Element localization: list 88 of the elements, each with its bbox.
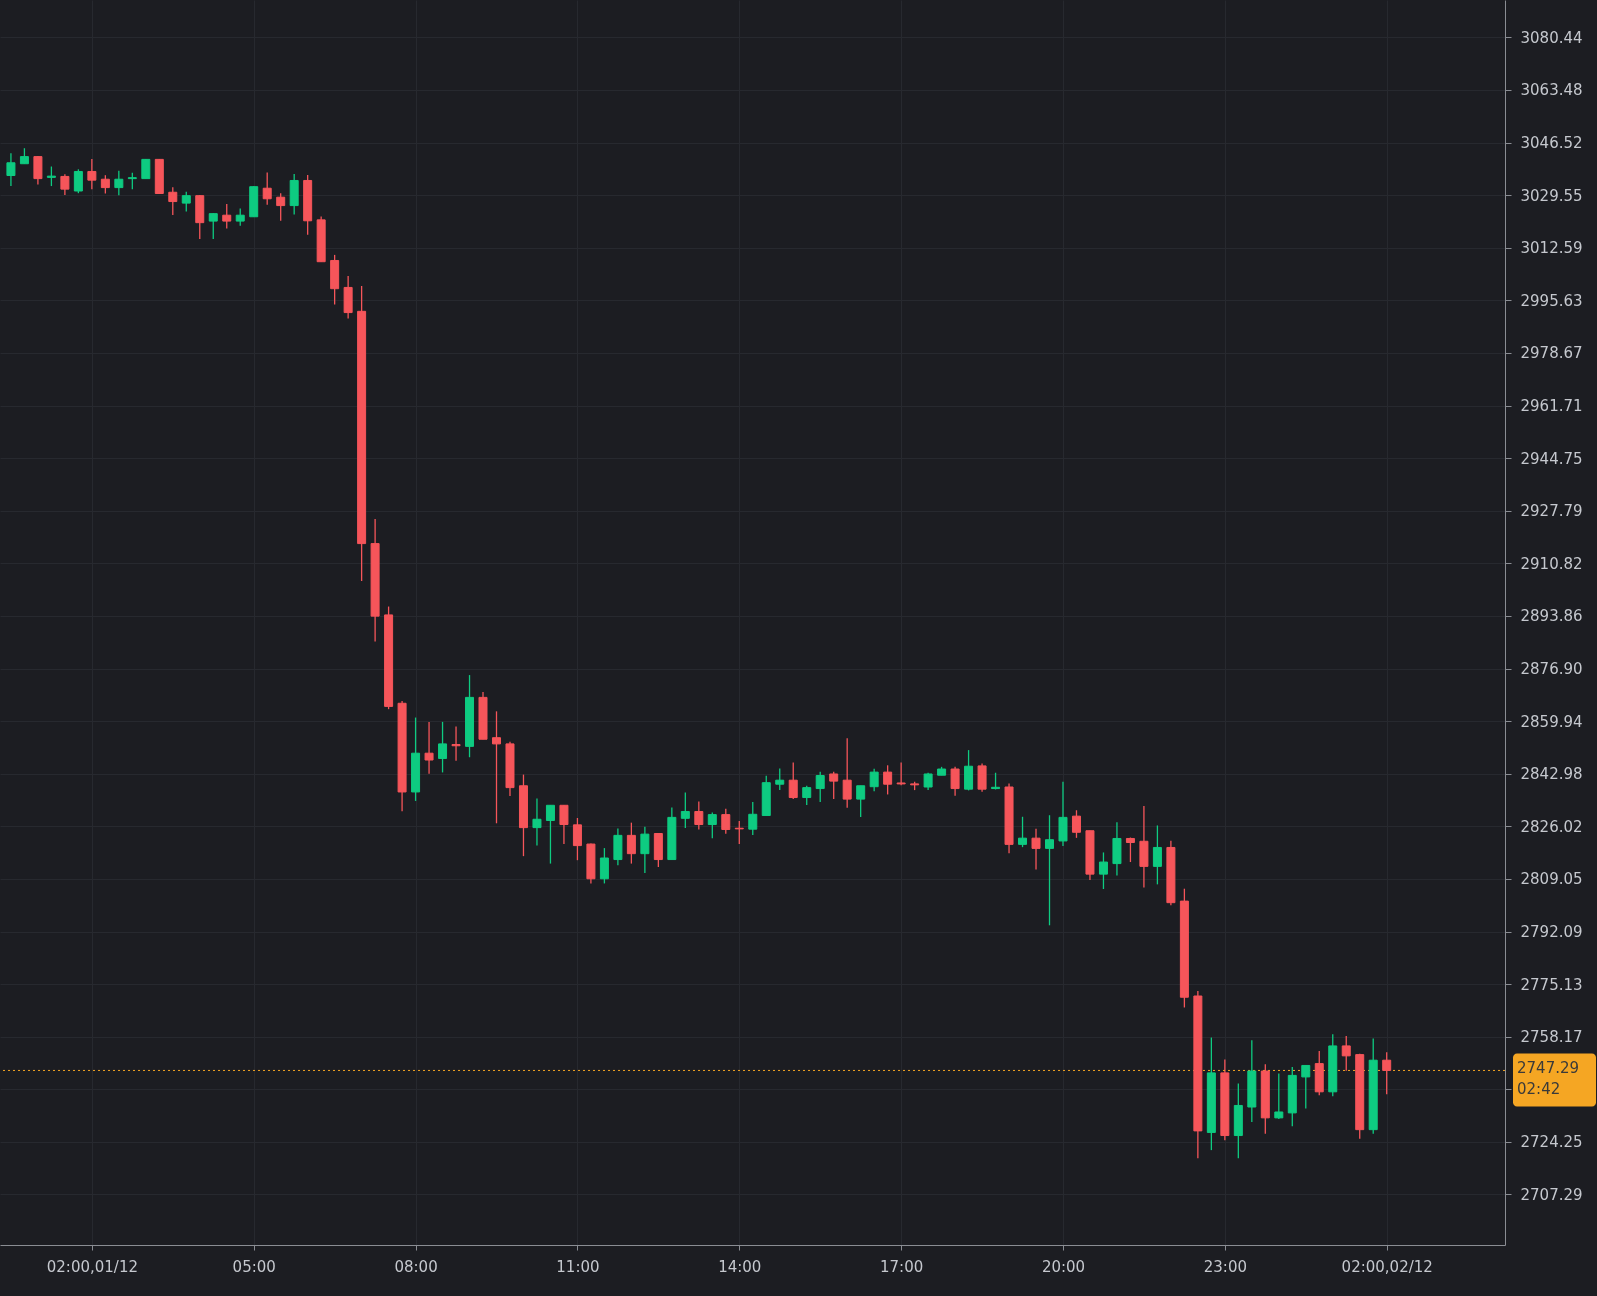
y-tick-label: 2758.17 xyxy=(1520,1028,1583,1047)
candlestick xyxy=(640,826,650,874)
candlestick xyxy=(100,174,110,195)
y-tick-label: 2775.13 xyxy=(1520,975,1583,994)
x-tick-label: 08:00 xyxy=(394,1257,438,1276)
candlestick xyxy=(222,203,232,230)
y-tick-label: 2859.94 xyxy=(1520,712,1583,731)
y-tick-label: 3046.52 xyxy=(1520,134,1583,153)
x-tick-label: 02:00,01/12 xyxy=(46,1257,138,1276)
candlestick xyxy=(33,155,43,186)
candlestick xyxy=(869,768,879,792)
candlestick xyxy=(734,820,744,845)
y-tick-label: 2978.67 xyxy=(1520,344,1583,363)
candlestick xyxy=(856,785,866,818)
candlestick xyxy=(545,804,555,865)
candlestick xyxy=(87,158,97,190)
candlestick xyxy=(1031,828,1041,871)
candlestick xyxy=(141,158,151,180)
x-tick-label: 20:00 xyxy=(1041,1257,1086,1276)
y-tick-label: 2876.90 xyxy=(1520,660,1583,679)
y-tick-label: 2893.86 xyxy=(1520,607,1583,626)
x-tick-label: 14:00 xyxy=(718,1257,762,1276)
x-tick-label: 05:00 xyxy=(232,1257,276,1276)
candlestick xyxy=(1341,1035,1351,1072)
candlestick xyxy=(599,847,609,885)
y-tick-label: 2995.63 xyxy=(1520,291,1583,310)
candlestick xyxy=(168,186,178,216)
candlestick xyxy=(276,192,286,222)
candlestick xyxy=(707,811,717,839)
candlestick xyxy=(438,721,448,774)
candlestick xyxy=(815,771,825,803)
y-tick-label: 2826.02 xyxy=(1520,817,1583,836)
candlestick xyxy=(181,190,191,213)
candlestick xyxy=(775,767,785,791)
candlestick xyxy=(950,766,960,797)
candlestick xyxy=(6,152,16,187)
y-tick-label: 2927.79 xyxy=(1520,502,1583,521)
candlestick xyxy=(532,797,542,847)
candlestick xyxy=(748,801,758,836)
candlestick xyxy=(73,168,83,194)
candlestick xyxy=(1058,781,1068,847)
x-tick-label: 23:00 xyxy=(1203,1257,1247,1276)
candlestick xyxy=(694,800,704,831)
y-tick-label: 2910.82 xyxy=(1520,554,1583,573)
candlestick xyxy=(680,791,690,829)
candlestick xyxy=(262,171,272,206)
candlestick xyxy=(1071,809,1081,839)
candlestick xyxy=(626,822,636,865)
candlestick xyxy=(492,710,501,824)
candlestick xyxy=(802,785,812,806)
candlestick xyxy=(842,737,852,809)
candlestick xyxy=(964,749,974,792)
candlestick xyxy=(721,808,731,835)
y-tick-label: 2809.05 xyxy=(1520,870,1583,889)
candlestick xyxy=(977,762,987,793)
candlestick xyxy=(1125,836,1135,863)
candlestick xyxy=(559,804,569,845)
x-tick-label: 11:00 xyxy=(556,1257,600,1276)
y-tick-label: 3080.44 xyxy=(1520,28,1583,47)
candlestick xyxy=(572,817,582,861)
y-tick-label: 2944.75 xyxy=(1520,449,1583,468)
candlestick xyxy=(60,173,70,196)
candlestick xyxy=(114,170,124,196)
x-tick-label: 17:00 xyxy=(880,1257,924,1276)
candlestick xyxy=(1045,814,1054,926)
y-tick-label: 2961.71 xyxy=(1520,397,1583,416)
candlestick xyxy=(883,764,893,796)
candlestick xyxy=(1152,824,1162,886)
candlestick xyxy=(1382,1051,1392,1095)
y-tick-label: 3063.48 xyxy=(1520,81,1583,100)
ref-line-label: 2747.29 02:42 xyxy=(1517,1059,1580,1099)
candlestick xyxy=(829,771,839,800)
y-tick-label: 2842.98 xyxy=(1520,765,1583,784)
y-tick-label: 2707.29 xyxy=(1520,1185,1583,1204)
candlestick xyxy=(1301,1064,1311,1110)
x-tick-label: 02:00,02/12 xyxy=(1341,1257,1433,1276)
candlestick xyxy=(1018,816,1028,848)
candlestick xyxy=(451,725,461,762)
candlestick xyxy=(1274,1072,1284,1120)
candlestick xyxy=(788,761,798,800)
candlestick xyxy=(1098,851,1108,890)
y-tick-label: 3012.59 xyxy=(1520,239,1583,258)
candlestick xyxy=(208,212,218,240)
y-tick-label: 2792.09 xyxy=(1520,923,1583,942)
y-tick-label: 3029.55 xyxy=(1520,186,1583,205)
candlestick xyxy=(46,165,56,187)
y-tick-label: 2724.25 xyxy=(1520,1133,1583,1152)
candlestick xyxy=(424,721,434,775)
